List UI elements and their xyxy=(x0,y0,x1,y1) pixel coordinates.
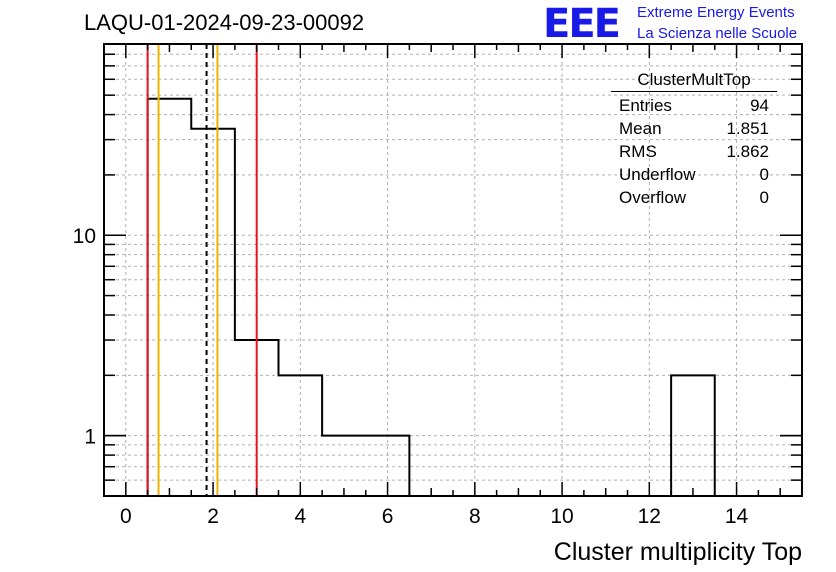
stats-label: RMS xyxy=(619,142,657,161)
y-tick-label: 10 xyxy=(73,225,96,248)
stats-title: ClusterMultTop xyxy=(611,70,777,92)
stats-box: ClusterMultTop Entries 94 Mean 1.851 RMS… xyxy=(611,70,777,209)
histogram-outline xyxy=(146,97,716,496)
histogram-bar xyxy=(148,99,192,496)
stats-value: 0 xyxy=(759,188,769,207)
eee-logo: EEE xyxy=(543,1,621,47)
grid xyxy=(104,44,802,496)
stats-label: Entries xyxy=(619,96,672,115)
x-tick-label: 2 xyxy=(207,505,219,528)
x-tick-label: 6 xyxy=(382,505,394,528)
marker-lines xyxy=(146,44,258,496)
x-axis-label: Cluster multiplicity Top xyxy=(554,538,802,566)
axis-ticks xyxy=(104,44,802,496)
x-tick-label: 4 xyxy=(294,505,306,528)
axis-labels: 0 2 4 6 8 10 12 14 1 10 Cluster multiplicity Top xyxy=(73,225,802,566)
y-tick-label: 1 xyxy=(84,426,96,449)
stats-value: 1.862 xyxy=(726,142,769,161)
stats-row-overflow: Overflow 0 xyxy=(611,186,777,209)
x-tick-label: 14 xyxy=(725,505,749,528)
x-tick-label: 0 xyxy=(120,505,132,528)
logo-line-1: Extreme Energy Events xyxy=(637,4,795,21)
x-tick-label: 10 xyxy=(550,505,573,528)
histogram xyxy=(146,97,716,496)
stats-value: 0 xyxy=(759,165,769,184)
x-tick-label: 12 xyxy=(638,505,661,528)
stats-value: 1.851 xyxy=(726,119,769,138)
stats-label: Mean xyxy=(619,119,662,138)
stats-row-underflow: Underflow 0 xyxy=(611,163,777,186)
stats-row-entries: Entries 94 xyxy=(611,94,777,117)
x-tick-label: 8 xyxy=(469,505,481,528)
stats-label: Overflow xyxy=(619,188,687,207)
run-title: LAQU-01-2024-09-23-00092 xyxy=(84,10,365,35)
stats-label: Underflow xyxy=(619,165,696,184)
stats-row-rms: RMS 1.862 xyxy=(611,140,777,163)
stats-row-mean: Mean 1.851 xyxy=(611,117,777,140)
logo-line-2: La Scienza nelle Scuole xyxy=(637,25,798,42)
stats-value: 94 xyxy=(750,96,769,115)
